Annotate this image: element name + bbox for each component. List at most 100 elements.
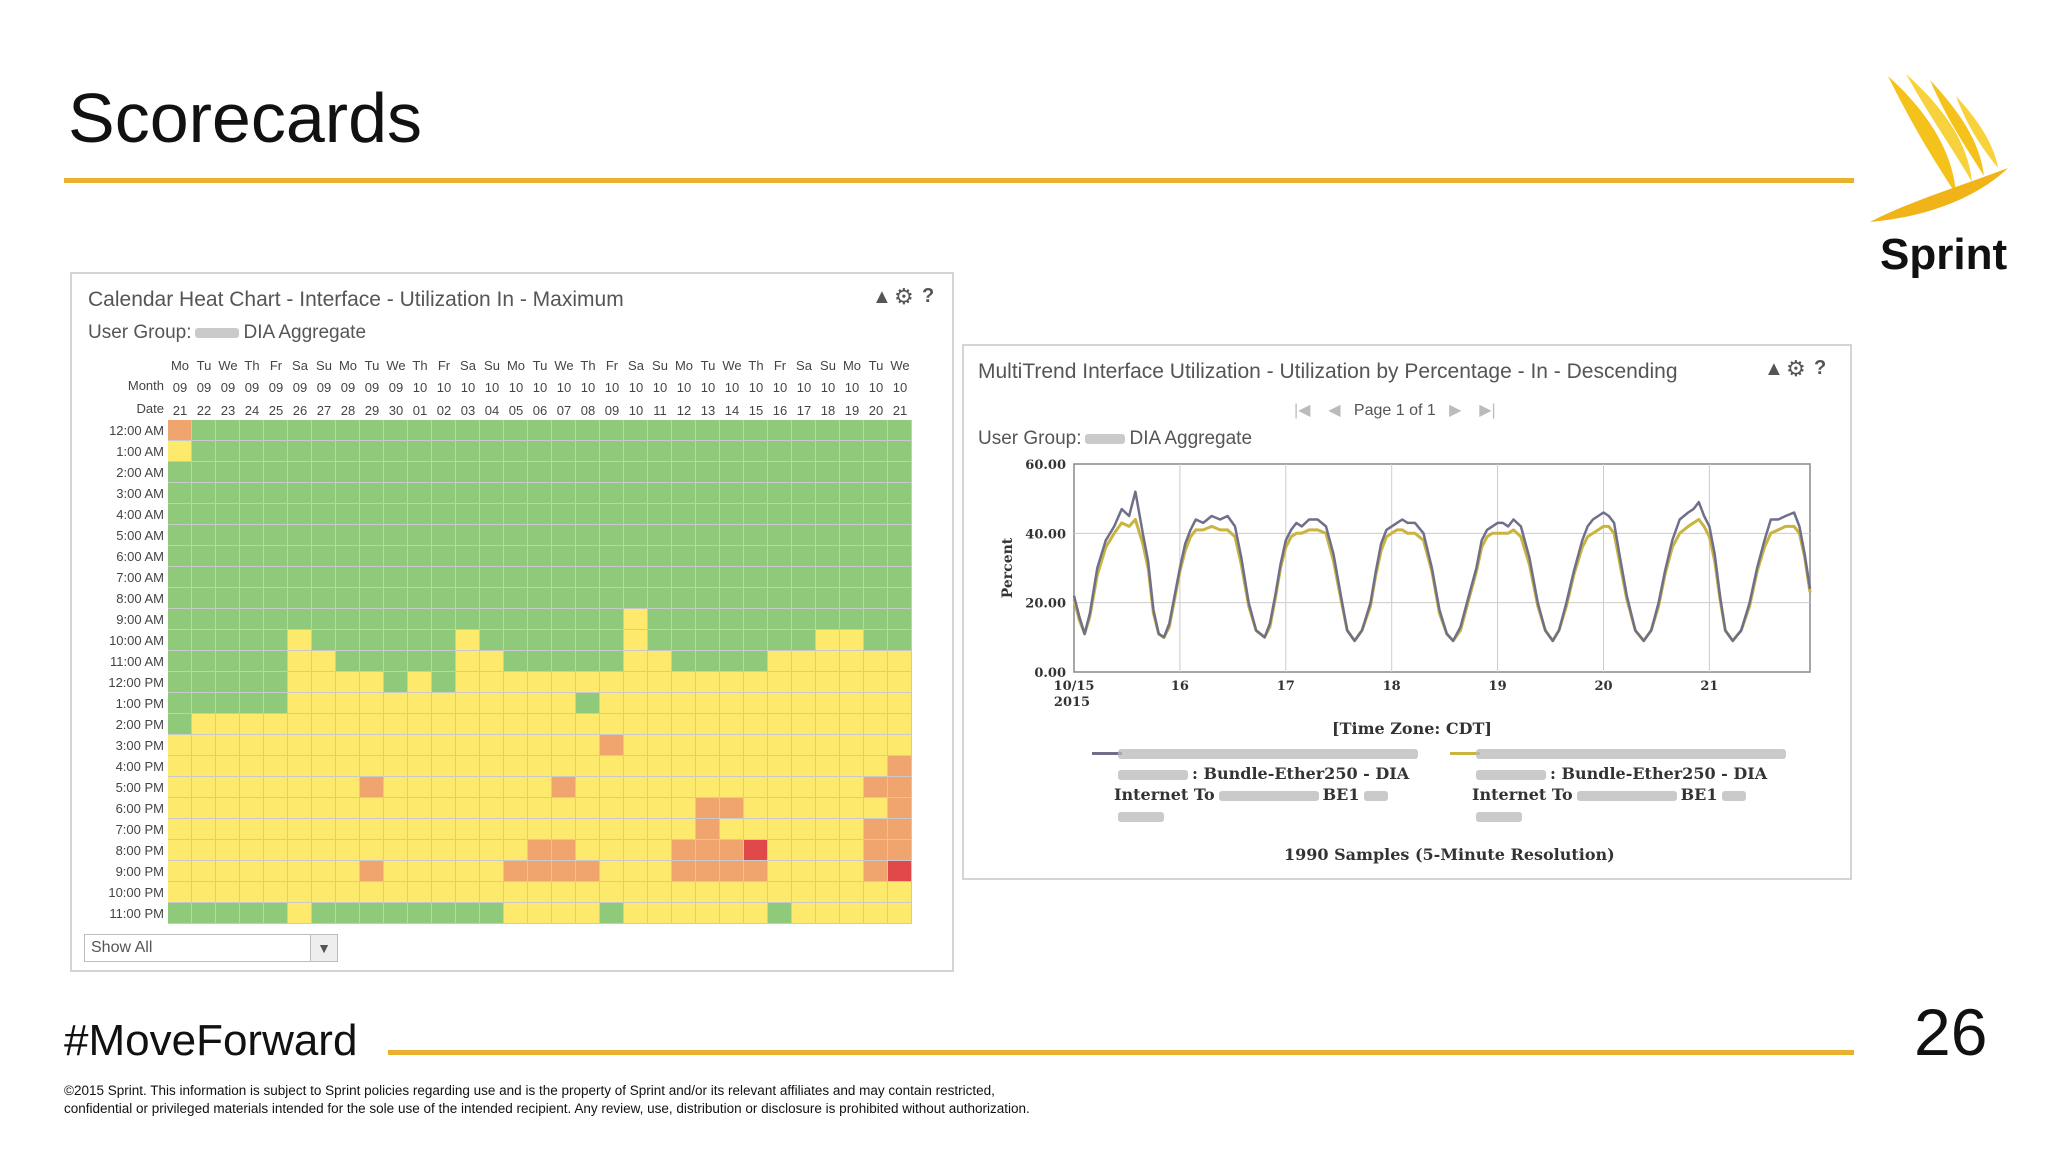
heat-cell[interactable] bbox=[696, 693, 720, 714]
heat-cell[interactable] bbox=[264, 546, 288, 567]
heat-cell[interactable] bbox=[648, 609, 672, 630]
heat-cell[interactable] bbox=[384, 525, 408, 546]
heat-cell[interactable] bbox=[672, 630, 696, 651]
heat-cell[interactable] bbox=[864, 609, 888, 630]
heat-cell[interactable] bbox=[528, 546, 552, 567]
heat-cell[interactable] bbox=[576, 798, 600, 819]
heat-cell[interactable] bbox=[552, 819, 576, 840]
heat-cell[interactable] bbox=[888, 672, 912, 693]
heat-cell[interactable] bbox=[744, 756, 768, 777]
heat-cell[interactable] bbox=[744, 840, 768, 861]
heat-cell[interactable] bbox=[744, 903, 768, 924]
heat-cell[interactable] bbox=[216, 504, 240, 525]
heat-cell[interactable] bbox=[288, 441, 312, 462]
heat-cell[interactable] bbox=[192, 588, 216, 609]
heat-cell[interactable] bbox=[168, 735, 192, 756]
heat-cell[interactable] bbox=[360, 567, 384, 588]
heat-cell[interactable] bbox=[192, 798, 216, 819]
heat-cell[interactable] bbox=[504, 504, 528, 525]
heat-cell[interactable] bbox=[528, 525, 552, 546]
heat-cell[interactable] bbox=[336, 693, 360, 714]
heat-cell[interactable] bbox=[528, 567, 552, 588]
heat-cell[interactable] bbox=[504, 777, 528, 798]
heat-cell[interactable] bbox=[528, 819, 552, 840]
heat-cell[interactable] bbox=[768, 735, 792, 756]
heat-cell[interactable] bbox=[816, 630, 840, 651]
heat-cell[interactable] bbox=[408, 588, 432, 609]
heat-cell[interactable] bbox=[720, 525, 744, 546]
heat-cell[interactable] bbox=[408, 483, 432, 504]
heat-cell[interactable] bbox=[888, 588, 912, 609]
heat-cell[interactable] bbox=[504, 840, 528, 861]
heat-cell[interactable] bbox=[744, 882, 768, 903]
heat-cell[interactable] bbox=[744, 819, 768, 840]
heat-cell[interactable] bbox=[624, 630, 648, 651]
heat-cell[interactable] bbox=[240, 483, 264, 504]
heat-cell[interactable] bbox=[672, 882, 696, 903]
heat-cell[interactable] bbox=[552, 756, 576, 777]
heat-cell[interactable] bbox=[312, 735, 336, 756]
heat-cell[interactable] bbox=[384, 693, 408, 714]
heat-cell[interactable] bbox=[552, 609, 576, 630]
heat-cell[interactable] bbox=[888, 525, 912, 546]
heat-cell[interactable] bbox=[336, 567, 360, 588]
heat-cell[interactable] bbox=[792, 483, 816, 504]
heat-cell[interactable] bbox=[864, 693, 888, 714]
heat-cell[interactable] bbox=[168, 903, 192, 924]
heat-cell[interactable] bbox=[384, 756, 408, 777]
heat-cell[interactable] bbox=[528, 693, 552, 714]
heat-cell[interactable] bbox=[672, 798, 696, 819]
heat-cell[interactable] bbox=[240, 840, 264, 861]
heat-cell[interactable] bbox=[168, 420, 192, 441]
heat-cell[interactable] bbox=[312, 861, 336, 882]
heat-cell[interactable] bbox=[504, 462, 528, 483]
heat-cell[interactable] bbox=[408, 609, 432, 630]
heat-cell[interactable] bbox=[528, 504, 552, 525]
heat-cell[interactable] bbox=[600, 777, 624, 798]
heat-cell[interactable] bbox=[288, 630, 312, 651]
heat-cell[interactable] bbox=[192, 777, 216, 798]
heat-cell[interactable] bbox=[792, 672, 816, 693]
gear-icon[interactable]: ⚙ bbox=[894, 284, 914, 309]
heat-cell[interactable] bbox=[216, 672, 240, 693]
heat-cell[interactable] bbox=[216, 735, 240, 756]
heat-cell[interactable] bbox=[240, 798, 264, 819]
heat-cell[interactable] bbox=[456, 819, 480, 840]
heat-cell[interactable] bbox=[528, 588, 552, 609]
heat-cell[interactable] bbox=[216, 882, 240, 903]
heat-cell[interactable] bbox=[624, 756, 648, 777]
heat-cell[interactable] bbox=[768, 504, 792, 525]
heat-cell[interactable] bbox=[408, 840, 432, 861]
heat-cell[interactable] bbox=[888, 630, 912, 651]
heat-cell[interactable] bbox=[480, 525, 504, 546]
heat-cell[interactable] bbox=[312, 777, 336, 798]
heat-cell[interactable] bbox=[240, 630, 264, 651]
heat-cell[interactable] bbox=[168, 882, 192, 903]
heat-cell[interactable] bbox=[840, 840, 864, 861]
heat-cell[interactable] bbox=[696, 777, 720, 798]
heat-cell[interactable] bbox=[720, 840, 744, 861]
heat-cell[interactable] bbox=[552, 693, 576, 714]
heat-cell[interactable] bbox=[672, 651, 696, 672]
heat-cell[interactable] bbox=[720, 882, 744, 903]
heat-cell[interactable] bbox=[672, 756, 696, 777]
heat-cell[interactable] bbox=[504, 861, 528, 882]
heat-cell[interactable] bbox=[480, 462, 504, 483]
heat-cell[interactable] bbox=[792, 777, 816, 798]
heat-cell[interactable] bbox=[864, 420, 888, 441]
heat-cell[interactable] bbox=[288, 609, 312, 630]
heat-cell[interactable] bbox=[576, 819, 600, 840]
heat-cell[interactable] bbox=[600, 861, 624, 882]
heat-cell[interactable] bbox=[288, 798, 312, 819]
heat-cell[interactable] bbox=[360, 840, 384, 861]
heat-cell[interactable] bbox=[864, 756, 888, 777]
heat-cell[interactable] bbox=[888, 756, 912, 777]
heat-cell[interactable] bbox=[600, 672, 624, 693]
heat-cell[interactable] bbox=[360, 420, 384, 441]
heat-cell[interactable] bbox=[600, 483, 624, 504]
heat-cell[interactable] bbox=[696, 798, 720, 819]
heat-cell[interactable] bbox=[312, 903, 336, 924]
heat-cell[interactable] bbox=[600, 546, 624, 567]
heat-cell[interactable] bbox=[288, 420, 312, 441]
heat-cell[interactable] bbox=[648, 672, 672, 693]
